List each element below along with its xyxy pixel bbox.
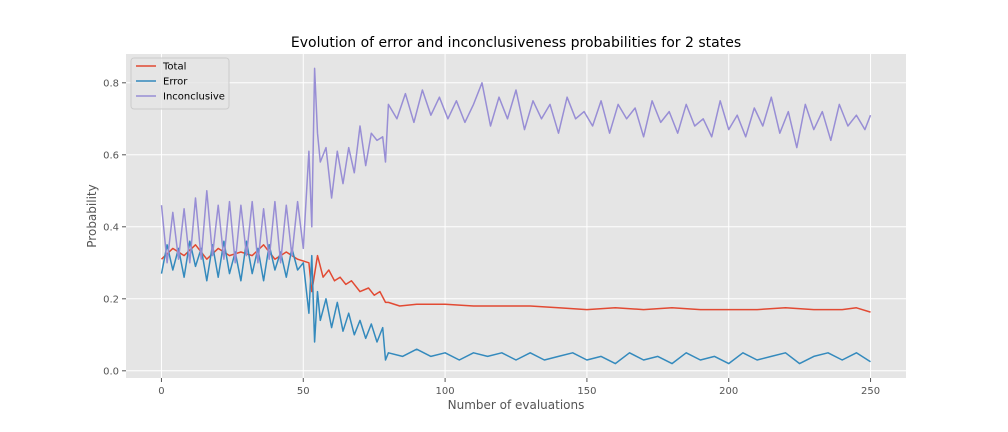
x-tick-label: 200 bbox=[719, 386, 738, 397]
series-lines bbox=[160, 67, 872, 365]
x-axis: 0 50 100 150 200 250 bbox=[158, 378, 880, 397]
chart-title: Evolution of error and inconclusiveness … bbox=[291, 35, 741, 51]
legend-label-total: Total bbox=[162, 62, 186, 73]
y-tick-label: 0.0 bbox=[103, 366, 119, 377]
x-tick-label: 150 bbox=[577, 386, 596, 397]
x-tick-label: 0 bbox=[158, 386, 164, 397]
y-tick-label: 0.8 bbox=[103, 78, 119, 89]
legend-label-error: Error bbox=[163, 77, 188, 88]
y-tick-label: 0.4 bbox=[103, 222, 119, 233]
x-axis-label: Number of evaluations bbox=[448, 398, 585, 412]
legend: Total Error Inconclusive bbox=[130, 57, 230, 110]
plot-area bbox=[126, 54, 906, 378]
y-axis-label: Probability bbox=[85, 184, 99, 247]
x-tick-label: 250 bbox=[861, 386, 880, 397]
y-tick-label: 0.2 bbox=[103, 294, 119, 305]
x-tick-label: 50 bbox=[297, 386, 310, 397]
grid-lines bbox=[126, 54, 906, 378]
legend-label-inconclusive: Inconclusive bbox=[163, 92, 225, 103]
x-tick-label: 100 bbox=[436, 386, 455, 397]
y-tick-label: 0.6 bbox=[103, 150, 119, 161]
y-axis: 0.0 0.2 0.4 0.6 0.8 bbox=[103, 78, 126, 377]
series-line-inconclusive bbox=[160, 67, 872, 264]
